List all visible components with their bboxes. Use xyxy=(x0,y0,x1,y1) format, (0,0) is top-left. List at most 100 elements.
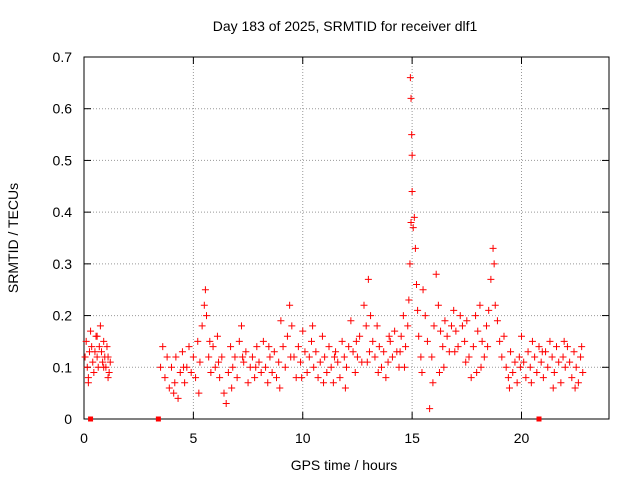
data-point xyxy=(465,353,473,361)
data-point xyxy=(507,348,515,356)
data-point xyxy=(371,353,379,361)
data-point xyxy=(105,368,113,376)
data-point xyxy=(100,363,108,371)
data-point xyxy=(323,368,331,376)
data-point xyxy=(429,379,437,387)
data-point xyxy=(231,353,239,361)
zero-marker xyxy=(536,416,542,422)
data-point xyxy=(528,337,536,345)
data-point xyxy=(578,343,586,351)
data-point xyxy=(347,317,355,325)
data-point xyxy=(443,332,451,340)
data-point xyxy=(489,244,497,252)
data-point xyxy=(539,374,547,382)
data-point xyxy=(303,368,311,376)
data-point xyxy=(409,224,417,232)
data-point xyxy=(325,343,333,351)
data-point xyxy=(287,353,295,361)
data-point xyxy=(264,379,272,387)
data-point xyxy=(476,301,484,309)
x-tick-label: 5 xyxy=(189,430,197,446)
data-point xyxy=(454,343,462,351)
data-point xyxy=(364,275,372,283)
data-point xyxy=(463,317,471,325)
data-point xyxy=(318,332,326,340)
data-point xyxy=(410,213,418,221)
data-point xyxy=(406,260,414,268)
data-point xyxy=(404,322,412,330)
data-point xyxy=(297,358,305,366)
data-point xyxy=(538,348,546,356)
data-point xyxy=(180,363,188,371)
data-point xyxy=(473,368,481,376)
data-point xyxy=(233,374,241,382)
data-point xyxy=(205,353,213,361)
data-point xyxy=(189,353,197,361)
data-point xyxy=(244,379,252,387)
x-tick-label: 0 xyxy=(80,430,88,446)
data-point xyxy=(577,353,585,361)
data-point xyxy=(430,322,438,330)
data-point xyxy=(266,353,274,361)
data-point xyxy=(535,343,543,351)
data-point xyxy=(498,353,506,361)
data-point xyxy=(402,343,410,351)
data-point xyxy=(546,337,554,345)
data-point xyxy=(374,368,382,376)
data-point xyxy=(99,358,107,366)
data-point xyxy=(334,358,342,366)
data-point xyxy=(439,343,447,351)
data-point xyxy=(93,353,101,361)
data-point xyxy=(96,322,104,330)
data-point xyxy=(305,353,313,361)
data-point xyxy=(87,327,95,335)
data-point xyxy=(408,187,416,195)
data-point xyxy=(570,348,578,356)
data-point xyxy=(518,332,525,340)
data-point xyxy=(235,337,243,345)
data-point xyxy=(440,363,448,371)
data-point xyxy=(415,332,423,340)
data-point xyxy=(571,384,579,392)
data-point xyxy=(421,312,429,320)
data-point xyxy=(579,368,587,376)
data-point xyxy=(228,384,236,392)
x-tick-label: 20 xyxy=(514,430,530,446)
data-point xyxy=(338,337,346,345)
data-point xyxy=(548,353,556,361)
data-point xyxy=(557,379,565,387)
data-point xyxy=(314,374,322,382)
data-point xyxy=(161,374,169,382)
data-point xyxy=(362,322,370,330)
data-point xyxy=(493,317,501,325)
data-point xyxy=(382,374,390,382)
data-point xyxy=(469,343,477,351)
data-point xyxy=(316,358,324,366)
data-point xyxy=(561,363,569,371)
data-point xyxy=(373,322,381,330)
data-point xyxy=(544,363,552,371)
chart-title: Day 183 of 2025, SRMTID for receiver dlf… xyxy=(213,18,478,34)
y-tick-label: 0.6 xyxy=(53,101,73,117)
data-point xyxy=(268,368,276,376)
data-point xyxy=(90,368,98,376)
data-point xyxy=(550,368,558,376)
data-point xyxy=(100,337,108,345)
data-point xyxy=(505,384,513,392)
data-point xyxy=(396,348,404,356)
data-point xyxy=(103,343,111,351)
data-point xyxy=(491,301,499,309)
data-point xyxy=(419,286,427,294)
data-point xyxy=(408,131,416,139)
data-point xyxy=(310,363,318,371)
data-point xyxy=(472,312,480,320)
data-point xyxy=(451,348,459,356)
data-point xyxy=(277,317,285,325)
data-point xyxy=(407,218,415,226)
data-point xyxy=(187,368,195,376)
data-point xyxy=(477,363,485,371)
data-point xyxy=(434,301,442,309)
data-point xyxy=(106,358,114,366)
data-point xyxy=(195,389,203,397)
data-point xyxy=(478,337,486,345)
